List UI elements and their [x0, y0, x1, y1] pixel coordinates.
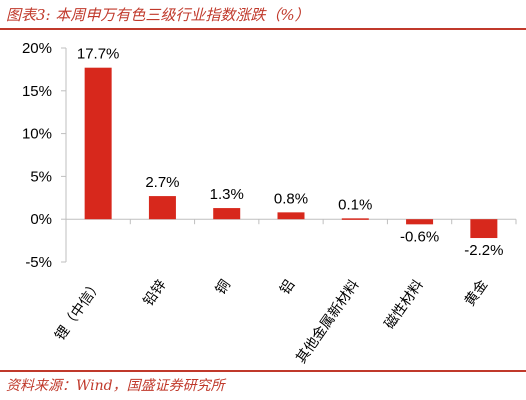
bar [470, 219, 498, 239]
bar [277, 212, 305, 220]
x-category-label: 磁性材料 [382, 277, 427, 332]
bar [148, 196, 176, 220]
data-label: 0.1% [338, 196, 372, 213]
data-label: -2.2% [464, 242, 503, 259]
footer-rule [0, 370, 526, 372]
y-tick-label: -5% [25, 254, 52, 271]
figure-title: 图表3: 本周申万有色三级行业指数涨跌（%） [6, 6, 310, 24]
x-category-label: 铅锌 [141, 277, 170, 309]
data-label: 17.7% [77, 46, 120, 63]
data-label: 2.7% [145, 174, 179, 191]
bar-chart: -5% 0% 5% 10% 15% 20% 17.7% 锂（中信） 2.7% 铅锌 1.3% 铜 0.8… [22, 40, 517, 367]
header-rule [0, 28, 526, 30]
x-category-label: 黄金 [461, 277, 491, 310]
data-label: 1.3% [210, 186, 244, 203]
x-category-label: 锂（中信） [52, 277, 105, 344]
bar [213, 208, 241, 220]
x-category-label: 其他金属新材料 [293, 277, 362, 366]
x-category-label: 铝 [277, 277, 298, 298]
y-tick-label: 5% [30, 168, 52, 185]
y-tick-label: 20% [22, 40, 52, 57]
bar [84, 67, 112, 220]
y-tick-label: 0% [30, 211, 52, 228]
bar [406, 219, 434, 225]
y-tick-label: 10% [22, 126, 52, 143]
bar [341, 218, 369, 220]
x-category-label: 铜 [213, 277, 234, 298]
y-tick-label: 15% [22, 83, 52, 100]
data-label: 0.8% [274, 190, 308, 207]
source-note: 资料来源：Wind，国盛证券研究所 [6, 378, 225, 394]
figure-header: 图表3: 本周申万有色三级行业指数涨跌（%） [0, 0, 526, 30]
data-label: -0.6% [400, 228, 439, 245]
